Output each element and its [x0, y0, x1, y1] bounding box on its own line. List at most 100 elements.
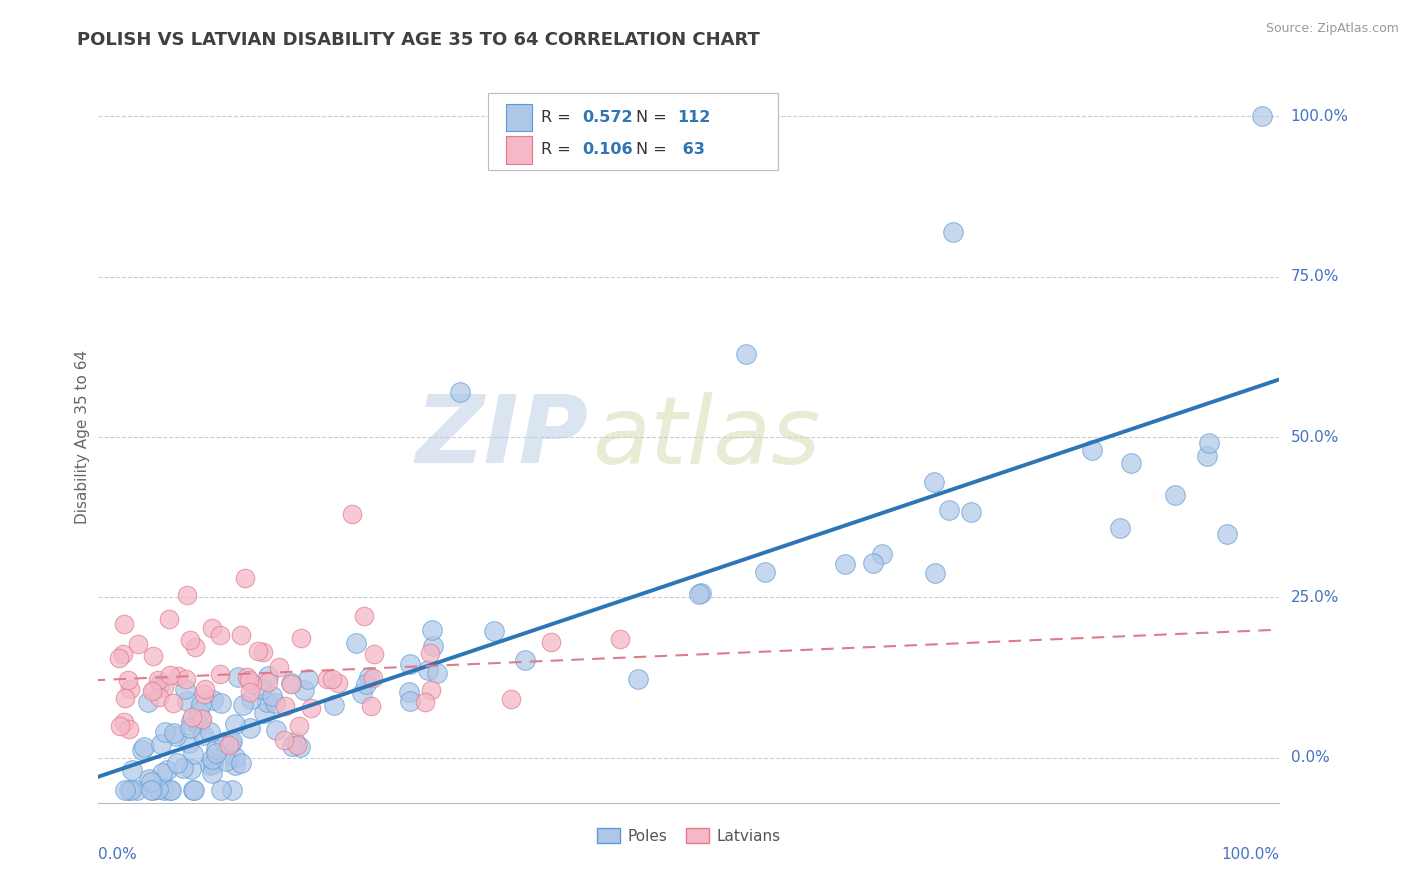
- Point: [118, 783, 141, 797]
- Point: [141, 783, 163, 797]
- Point: [162, 696, 184, 710]
- Text: ZIP: ZIP: [416, 391, 589, 483]
- Point: [110, 719, 132, 733]
- Text: 100.0%: 100.0%: [1222, 847, 1279, 862]
- Point: [232, 698, 254, 712]
- Point: [150, 766, 173, 780]
- Point: [256, 695, 278, 709]
- Point: [181, 747, 204, 761]
- Point: [148, 690, 170, 705]
- Point: [235, 670, 257, 684]
- Point: [273, 732, 295, 747]
- Point: [226, 670, 249, 684]
- Point: [153, 724, 176, 739]
- Point: [924, 566, 946, 580]
- Point: [187, 717, 209, 731]
- Text: 100.0%: 100.0%: [1291, 109, 1348, 124]
- Point: [180, 762, 202, 776]
- Point: [862, 556, 884, 570]
- Point: [420, 623, 443, 637]
- Point: [257, 669, 280, 683]
- Point: [200, 725, 222, 739]
- Point: [221, 783, 243, 797]
- Point: [224, 758, 246, 772]
- Point: [112, 647, 135, 661]
- Point: [353, 609, 375, 624]
- Point: [193, 688, 215, 702]
- Point: [157, 612, 180, 626]
- Point: [180, 709, 202, 723]
- Point: [229, 756, 252, 771]
- Text: N =: N =: [636, 110, 672, 125]
- Point: [262, 690, 284, 704]
- Point: [231, 628, 253, 642]
- Point: [499, 691, 522, 706]
- Point: [150, 737, 173, 751]
- Point: [942, 225, 965, 239]
- Point: [264, 696, 287, 710]
- Point: [240, 676, 263, 690]
- Point: [194, 681, 217, 696]
- Point: [938, 502, 960, 516]
- Point: [399, 694, 422, 708]
- Point: [112, 617, 135, 632]
- Point: [167, 669, 190, 683]
- Point: [142, 783, 165, 797]
- Point: [201, 757, 224, 772]
- Legend: Poles, Latvians: Poles, Latvians: [591, 822, 787, 850]
- Point: [120, 783, 142, 797]
- Point: [284, 735, 307, 749]
- Point: [1119, 456, 1142, 470]
- Point: [165, 729, 187, 743]
- Point: [1251, 109, 1274, 123]
- Point: [754, 566, 776, 580]
- Text: 112: 112: [678, 110, 710, 125]
- Point: [1198, 436, 1220, 450]
- Point: [219, 736, 242, 750]
- Point: [149, 677, 172, 691]
- Point: [201, 752, 224, 766]
- Point: [398, 685, 420, 699]
- Text: POLISH VS LATVIAN DISABILITY AGE 35 TO 64 CORRELATION CHART: POLISH VS LATVIAN DISABILITY AGE 35 TO 6…: [77, 31, 761, 49]
- Point: [922, 475, 945, 490]
- Text: 75.0%: 75.0%: [1291, 269, 1339, 285]
- Point: [299, 700, 322, 714]
- Text: 25.0%: 25.0%: [1291, 590, 1339, 605]
- Point: [240, 692, 263, 706]
- Point: [201, 766, 224, 780]
- Point: [198, 757, 221, 772]
- Point: [190, 712, 212, 726]
- Point: [290, 740, 312, 755]
- Point: [239, 721, 262, 735]
- Point: [609, 632, 631, 647]
- Point: [136, 695, 159, 709]
- Point: [156, 764, 179, 778]
- Point: [125, 783, 148, 797]
- Point: [176, 588, 198, 602]
- FancyBboxPatch shape: [488, 94, 778, 170]
- Point: [131, 743, 153, 757]
- Point: [215, 754, 238, 768]
- Point: [176, 694, 198, 708]
- Point: [359, 670, 381, 684]
- Point: [153, 783, 176, 797]
- Text: 63: 63: [678, 142, 704, 157]
- Point: [233, 571, 256, 585]
- Point: [118, 722, 141, 736]
- Point: [141, 683, 163, 698]
- Point: [247, 644, 270, 658]
- Point: [224, 750, 246, 764]
- Point: [208, 666, 231, 681]
- Text: atlas: atlas: [592, 392, 820, 483]
- Point: [484, 624, 506, 638]
- Point: [413, 695, 436, 709]
- Point: [179, 721, 201, 735]
- Point: [148, 780, 170, 794]
- Point: [142, 682, 165, 697]
- Point: [141, 649, 163, 664]
- Point: [356, 677, 378, 691]
- Point: [153, 680, 176, 694]
- Point: [426, 665, 449, 680]
- Point: [159, 668, 181, 682]
- Text: 0.572: 0.572: [582, 110, 633, 125]
